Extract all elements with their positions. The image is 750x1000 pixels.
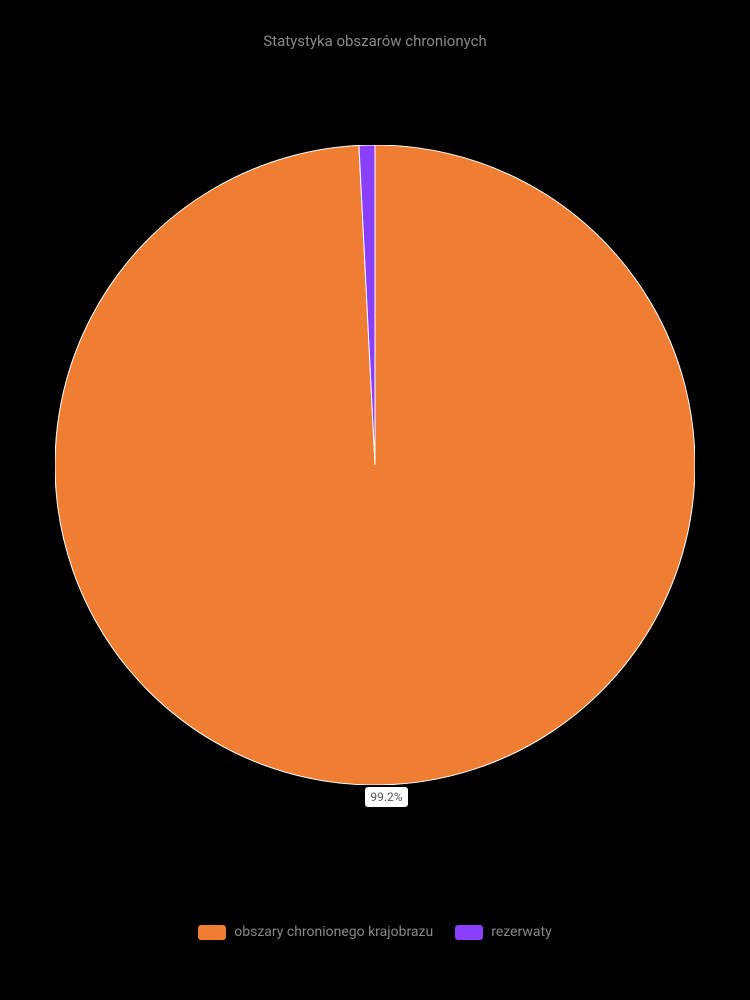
pie-svg <box>55 145 695 785</box>
pie-chart: 99.2% <box>55 145 695 785</box>
legend-label: obszary chronionego krajobrazu <box>234 924 433 940</box>
legend-item: rezerwaty <box>455 924 552 940</box>
legend-swatch <box>455 925 483 940</box>
pie-data-label: 99.2% <box>365 787 407 807</box>
legend-label: rezerwaty <box>491 924 552 940</box>
legend-item: obszary chronionego krajobrazu <box>198 924 433 940</box>
legend: obszary chronionego krajobrazu rezerwaty <box>0 924 750 940</box>
legend-swatch <box>198 925 226 940</box>
chart-title: Statystyka obszarów chronionych <box>0 0 750 50</box>
